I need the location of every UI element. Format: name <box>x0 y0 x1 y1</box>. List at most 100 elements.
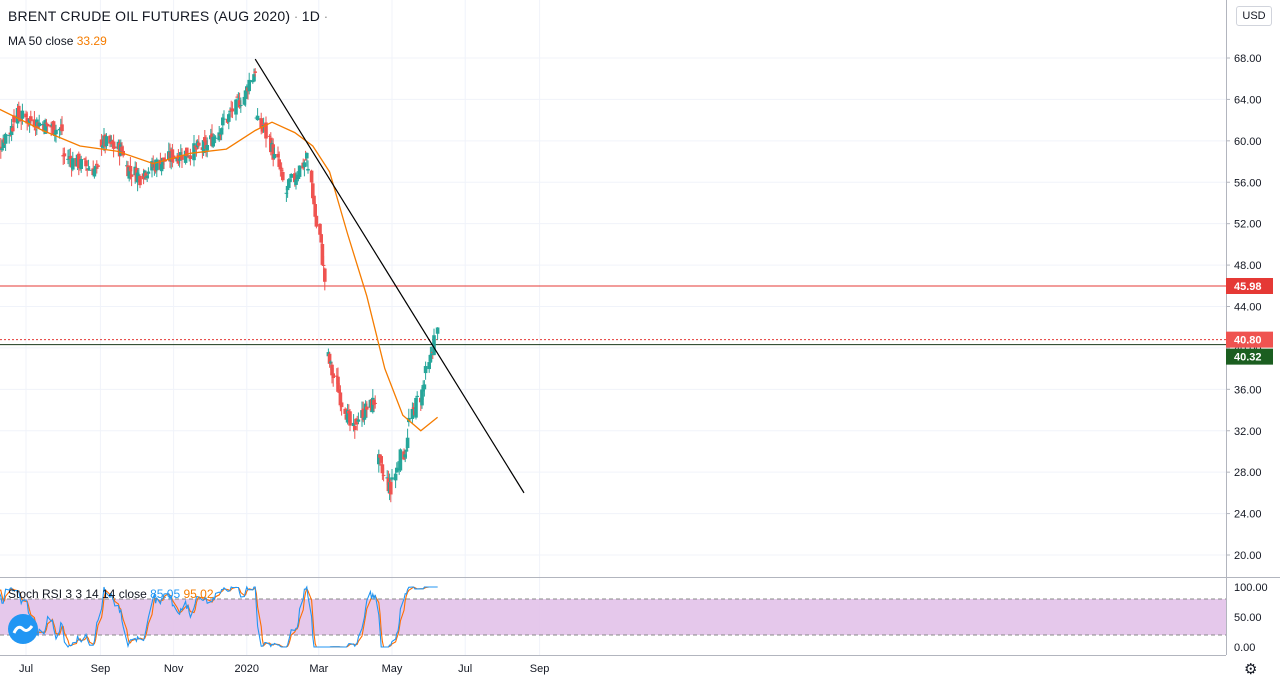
candle-body <box>285 185 290 191</box>
candle-body <box>108 135 112 144</box>
candle-body <box>404 450 409 452</box>
candle-body <box>137 174 141 176</box>
candle <box>95 160 99 174</box>
candle-body <box>331 373 335 379</box>
candle <box>205 137 209 158</box>
gear-icon[interactable]: ⚙ <box>1244 661 1258 678</box>
stoch-k-value: 85.05 <box>150 587 181 601</box>
candle-body <box>43 120 47 134</box>
candle-body <box>297 165 302 177</box>
stoch-legend[interactable]: Stoch RSI 3 3 14 14 close 85.05 95.02 <box>8 587 214 601</box>
candle-body <box>234 99 238 115</box>
candle <box>336 367 340 392</box>
candle <box>410 402 415 425</box>
candle-body <box>252 74 256 82</box>
candle <box>429 346 434 363</box>
candle <box>145 174 149 183</box>
candle <box>234 98 238 121</box>
price-tick-label: 36.00 <box>1234 384 1262 396</box>
candle-body <box>127 167 131 179</box>
candle-body <box>353 425 357 431</box>
candle-body <box>306 168 310 171</box>
candle-body <box>162 157 166 162</box>
candle-body <box>427 362 431 370</box>
candle-body <box>428 355 433 362</box>
candle-body <box>327 353 332 364</box>
candle-body <box>218 134 223 136</box>
candle <box>348 408 352 432</box>
candle <box>219 127 224 141</box>
candle <box>390 469 394 482</box>
candle <box>276 146 280 162</box>
candle <box>83 157 87 161</box>
candle-body <box>120 146 124 152</box>
candle-body <box>422 384 427 390</box>
candle-body <box>362 417 367 420</box>
candle-body <box>336 376 340 392</box>
candle <box>247 72 251 95</box>
candle-body <box>321 264 326 266</box>
candle-body <box>17 105 21 118</box>
candle-body <box>79 159 83 169</box>
candle <box>294 172 298 190</box>
candle-body <box>155 159 159 171</box>
candle <box>217 125 221 142</box>
candle <box>71 151 75 172</box>
candle <box>271 138 275 167</box>
candle <box>104 133 109 150</box>
candle-body <box>135 172 140 183</box>
candle <box>252 68 256 82</box>
trendline[interactable] <box>254 58 525 494</box>
candle <box>389 478 393 503</box>
candle <box>415 391 419 402</box>
candle-body <box>45 123 50 127</box>
candle-body <box>159 164 164 172</box>
candle <box>302 159 307 177</box>
candle <box>96 164 100 169</box>
candle <box>222 110 226 125</box>
candle-body <box>260 125 265 132</box>
candle-body <box>60 124 64 132</box>
candle-body <box>415 395 419 397</box>
candle-body <box>264 122 268 139</box>
candle-body <box>420 389 424 406</box>
ma-legend[interactable]: MA 50 close 33.29 <box>8 34 107 48</box>
candle <box>60 116 64 136</box>
candle <box>227 112 231 130</box>
candle-body <box>228 110 232 112</box>
candle-body <box>128 165 133 172</box>
candle-body <box>354 418 358 425</box>
candle-body <box>201 140 206 154</box>
candle-body <box>219 128 224 135</box>
currency-button[interactable]: USD <box>1236 6 1272 26</box>
candle-body <box>92 169 97 177</box>
candle-body <box>203 137 207 142</box>
stoch-label: Stoch RSI 3 3 14 14 close <box>8 587 147 601</box>
candle <box>87 166 92 171</box>
logo-icon[interactable] <box>8 614 38 644</box>
candle-body <box>0 148 4 151</box>
candle <box>313 201 317 219</box>
price-tick-label: 56.00 <box>1234 177 1262 189</box>
candle-body <box>339 402 344 408</box>
candle-body <box>389 482 393 495</box>
candle-body <box>12 115 16 123</box>
candle <box>12 109 16 129</box>
candle <box>356 412 361 425</box>
candle <box>393 472 398 489</box>
candle-body <box>372 399 376 405</box>
candle <box>423 361 428 380</box>
candle <box>381 467 386 482</box>
candle-body <box>85 169 89 171</box>
candle-body <box>403 454 407 458</box>
price-tick-label: 32.00 <box>1234 426 1262 438</box>
title-separator-2: · <box>323 9 329 24</box>
candle <box>135 169 140 192</box>
candle-body <box>255 115 260 121</box>
candle-body <box>138 175 142 186</box>
chart-title-row: BRENT CRUDE OIL FUTURES (AUG 2020) · 1D … <box>8 8 328 24</box>
candle <box>284 188 289 202</box>
candle-body <box>211 136 215 147</box>
candle <box>79 155 83 173</box>
